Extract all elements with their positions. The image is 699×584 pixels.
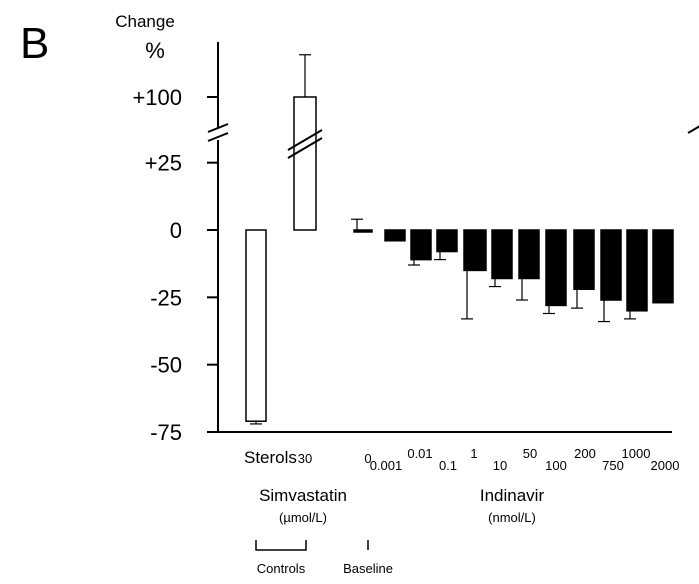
y-tick-label: -25 — [150, 285, 182, 310]
bar-break-mark — [287, 129, 323, 159]
baseline-label: Baseline — [343, 561, 393, 576]
x-tick-label: 1000 — [622, 446, 651, 461]
bars — [245, 54, 674, 425]
y-tick-label: +25 — [145, 151, 182, 176]
x-tick-label: Sterols — [244, 448, 297, 467]
bar — [463, 229, 487, 272]
bar — [353, 229, 373, 233]
x-tick-labels: Sterols 30 00.001 0.01 0.1 1 10 50 100 200 7501000… — [244, 446, 679, 473]
y-tick-label: -75 — [150, 420, 182, 445]
simvastatin-unit: (µmol/L) — [279, 510, 327, 525]
x-tick-label: 750 — [602, 458, 624, 473]
bar — [384, 229, 406, 242]
x-tick-label: 50 — [523, 446, 537, 461]
bar — [573, 229, 595, 291]
x-tick-label: 0.01 — [407, 446, 432, 461]
axis-break-mark — [207, 123, 229, 142]
bar — [626, 229, 648, 312]
right-break-mark — [687, 125, 699, 134]
indinavir-unit: (nmol/L) — [488, 510, 536, 525]
controls-label: Controls — [257, 561, 306, 576]
x-tick-label: 200 — [574, 446, 596, 461]
indinavir-label: Indinavir — [480, 486, 545, 505]
controls-bracket — [255, 540, 307, 551]
x-tick-label: 2000 — [651, 458, 680, 473]
bar — [410, 229, 432, 261]
simvastatin-label: Simvastatin — [259, 486, 347, 505]
bar — [652, 229, 674, 304]
bar — [491, 229, 513, 280]
axes — [207, 42, 699, 433]
y-tick-label: -50 — [150, 353, 182, 378]
x-tick-label: 0.001 — [370, 458, 403, 473]
bar — [518, 229, 540, 280]
y-tick-label: 0 — [170, 218, 182, 243]
bar — [545, 229, 567, 307]
panel-label: B — [20, 19, 49, 68]
bar — [436, 229, 458, 253]
y-tick-label: +100 — [132, 85, 182, 110]
x-tick-label: 30 — [298, 451, 312, 466]
x-tick-label: 1 — [470, 446, 477, 461]
x-tick-label: 10 — [493, 458, 507, 473]
x-tick-label: 100 — [545, 458, 567, 473]
x-tick-label: 0.1 — [439, 458, 457, 473]
x-tick-label: 0 — [364, 451, 371, 466]
y-axis-label-line2: % — [145, 38, 165, 63]
y-axis-label-line1: Change — [115, 12, 175, 31]
bar — [600, 229, 622, 301]
y-ticks: +100 +25 0 -25 -50 -75 — [132, 85, 218, 445]
bar — [245, 229, 267, 422]
bar — [293, 96, 317, 231]
